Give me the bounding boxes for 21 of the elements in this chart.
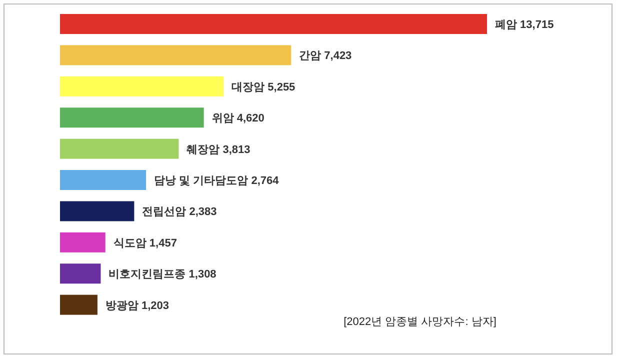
- data-label: 담낭 및 기타담도암 2,764: [154, 175, 280, 187]
- bar: [60, 232, 106, 252]
- data-label: 식도암 1,457: [113, 237, 177, 250]
- bar: [60, 138, 179, 159]
- bar: [60, 108, 204, 128]
- data-label: 간암 7,423: [299, 50, 352, 62]
- data-label: 비호지킨림프종 1,308: [108, 268, 216, 281]
- bar: [60, 14, 487, 34]
- data-label: 폐암 13,715: [495, 19, 554, 31]
- bar: [60, 76, 224, 96]
- data-label: 위암 4,620: [212, 112, 264, 125]
- bar: [60, 264, 101, 284]
- data-label: 췌장암 3,813: [186, 144, 250, 156]
- annotation: [2022년 암종별 사망자수: 남자]: [344, 316, 496, 328]
- data-label: 방광암 1,203: [105, 300, 170, 312]
- data-label: 대장암 5,255: [232, 81, 296, 94]
- bar: [60, 201, 134, 222]
- bar: [60, 294, 98, 315]
- bar: [60, 45, 292, 66]
- bar: [60, 170, 146, 190]
- data-label: 전립선암 2,383: [142, 206, 217, 218]
